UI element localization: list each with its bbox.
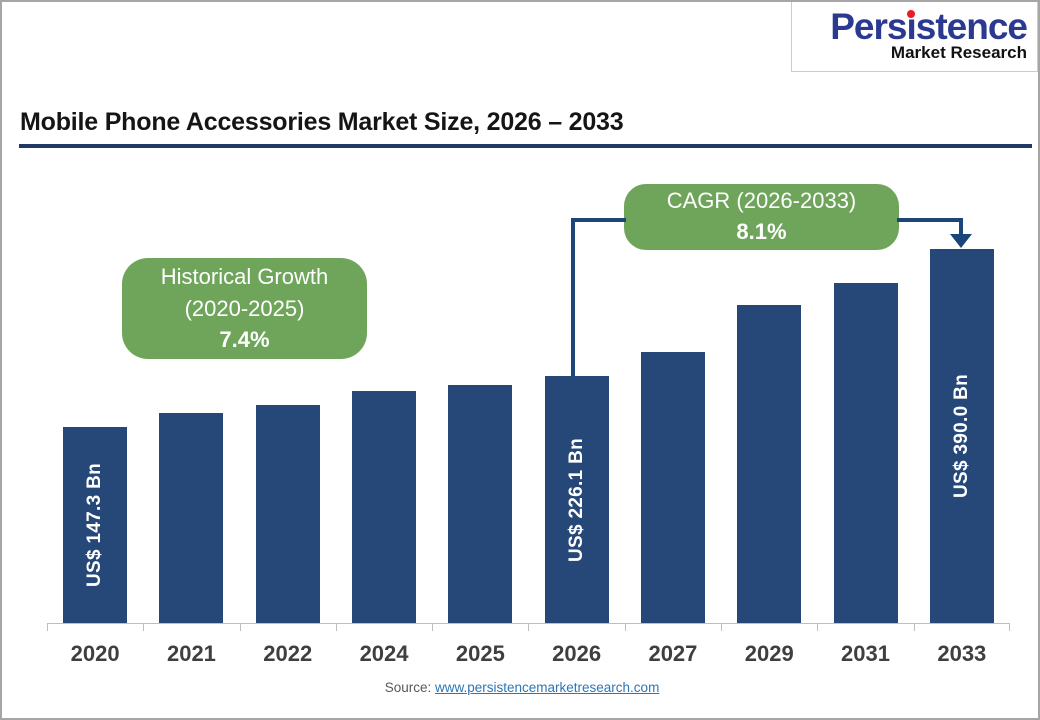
bar-cell-2029: 2029 [721,250,817,666]
bar-2024 [352,391,417,623]
x-axis-label-2021: 2021 [166,641,216,666]
x-axis-label-2020: 2020 [70,641,120,666]
x-axis-label-2027: 2027 [648,641,698,666]
title-underline [19,144,1032,148]
bar-cell-2020: US$ 147.3 Bn 2020 [47,250,143,666]
historical-growth-callout: Historical Growth (2020-2025) 7.4% [122,258,367,359]
bar-cell-2021: 2021 [143,250,239,666]
x-axis-label-2022: 2022 [263,641,313,666]
arrow-down-icon [950,234,972,248]
axis-tick [335,623,337,631]
historical-growth-line1: Historical Growth [160,263,329,289]
cagr-value: 8.1% [736,219,787,244]
cagr-line1: CAGR (2026-2033) [666,188,857,214]
axis-tick [47,623,48,631]
axis-tick [239,623,241,631]
x-axis-label-2025: 2025 [455,641,505,666]
axis-tick [432,623,434,631]
page-title: Mobile Phone Accessories Market Size, 20… [20,108,624,136]
bar-2033: US$ 390.0 Bn [929,249,994,623]
brand-wordmark: Persistence [792,6,1028,47]
bar-value-label-2026: US$ 226.1 Bn [565,437,587,562]
bar-2022 [255,405,320,623]
bar-value-label-2020: US$ 147.3 Bn [84,463,106,587]
x-axis-label-2029: 2029 [744,641,794,666]
bar-chart: US$ 147.3 Bn 2020 2021 2022 2024 2025 US$ 226.… [47,249,1010,666]
bar-value-label-2033: US$ 390.0 Bn [950,374,972,498]
axis-tick [913,623,915,631]
bar-cell-2024: 2024 [335,250,432,666]
brand-logo: Persistence Market Research [791,2,1038,72]
axis-tick [143,623,145,631]
bar-cell-2026: US$ 226.1 Bn 2026 [528,250,624,666]
cagr-connector-right-vertical [959,218,963,236]
bar-cell-2025: 2025 [432,250,528,666]
axis-tick [721,623,723,631]
bar-2020: US$ 147.3 Bn [63,427,128,623]
cagr-connector-right-horizontal [897,218,963,222]
bar-2026: US$ 226.1 Bn [544,376,609,623]
x-axis-label-2026: 2026 [552,641,602,666]
cagr-connector-left-horizontal [571,218,626,222]
brand-suffix: stence [915,6,1028,47]
bar-2031 [833,283,898,623]
source-label: Source: [384,680,432,695]
historical-growth-line2: (2020-2025) [184,295,305,321]
x-axis-label-2033: 2033 [937,641,987,666]
source-line: Source: www.persistencemarketresearch.co… [2,680,1038,695]
brand-dotted-i: i [906,6,916,47]
bar-2021 [159,413,224,623]
bar-cell-2022: 2022 [239,250,336,666]
bar-cell-2033: US$ 390.0 Bn 2033 [913,249,1010,666]
source-link[interactable]: www.persistencemarketresearch.com [434,680,660,695]
axis-tick [1008,623,1010,631]
bar-cell-2031: 2031 [817,250,913,666]
historical-growth-value: 7.4% [219,327,270,353]
bar-cell-2027: 2027 [624,250,721,666]
axis-tick [817,623,819,631]
bar-2025 [448,385,513,623]
x-axis-label-2031: 2031 [841,641,890,666]
bar-2029 [737,305,802,623]
x-axis-label-2024: 2024 [359,641,409,666]
axis-tick [528,623,530,631]
cagr-connector-left-vertical [571,218,575,377]
axis-tick [624,623,626,631]
cagr-callout: CAGR (2026-2033) 8.1% [624,184,899,250]
brand-prefix: Pers [830,6,907,47]
bar-2027 [640,352,705,623]
brand-subtitle: Market Research [890,43,1027,62]
